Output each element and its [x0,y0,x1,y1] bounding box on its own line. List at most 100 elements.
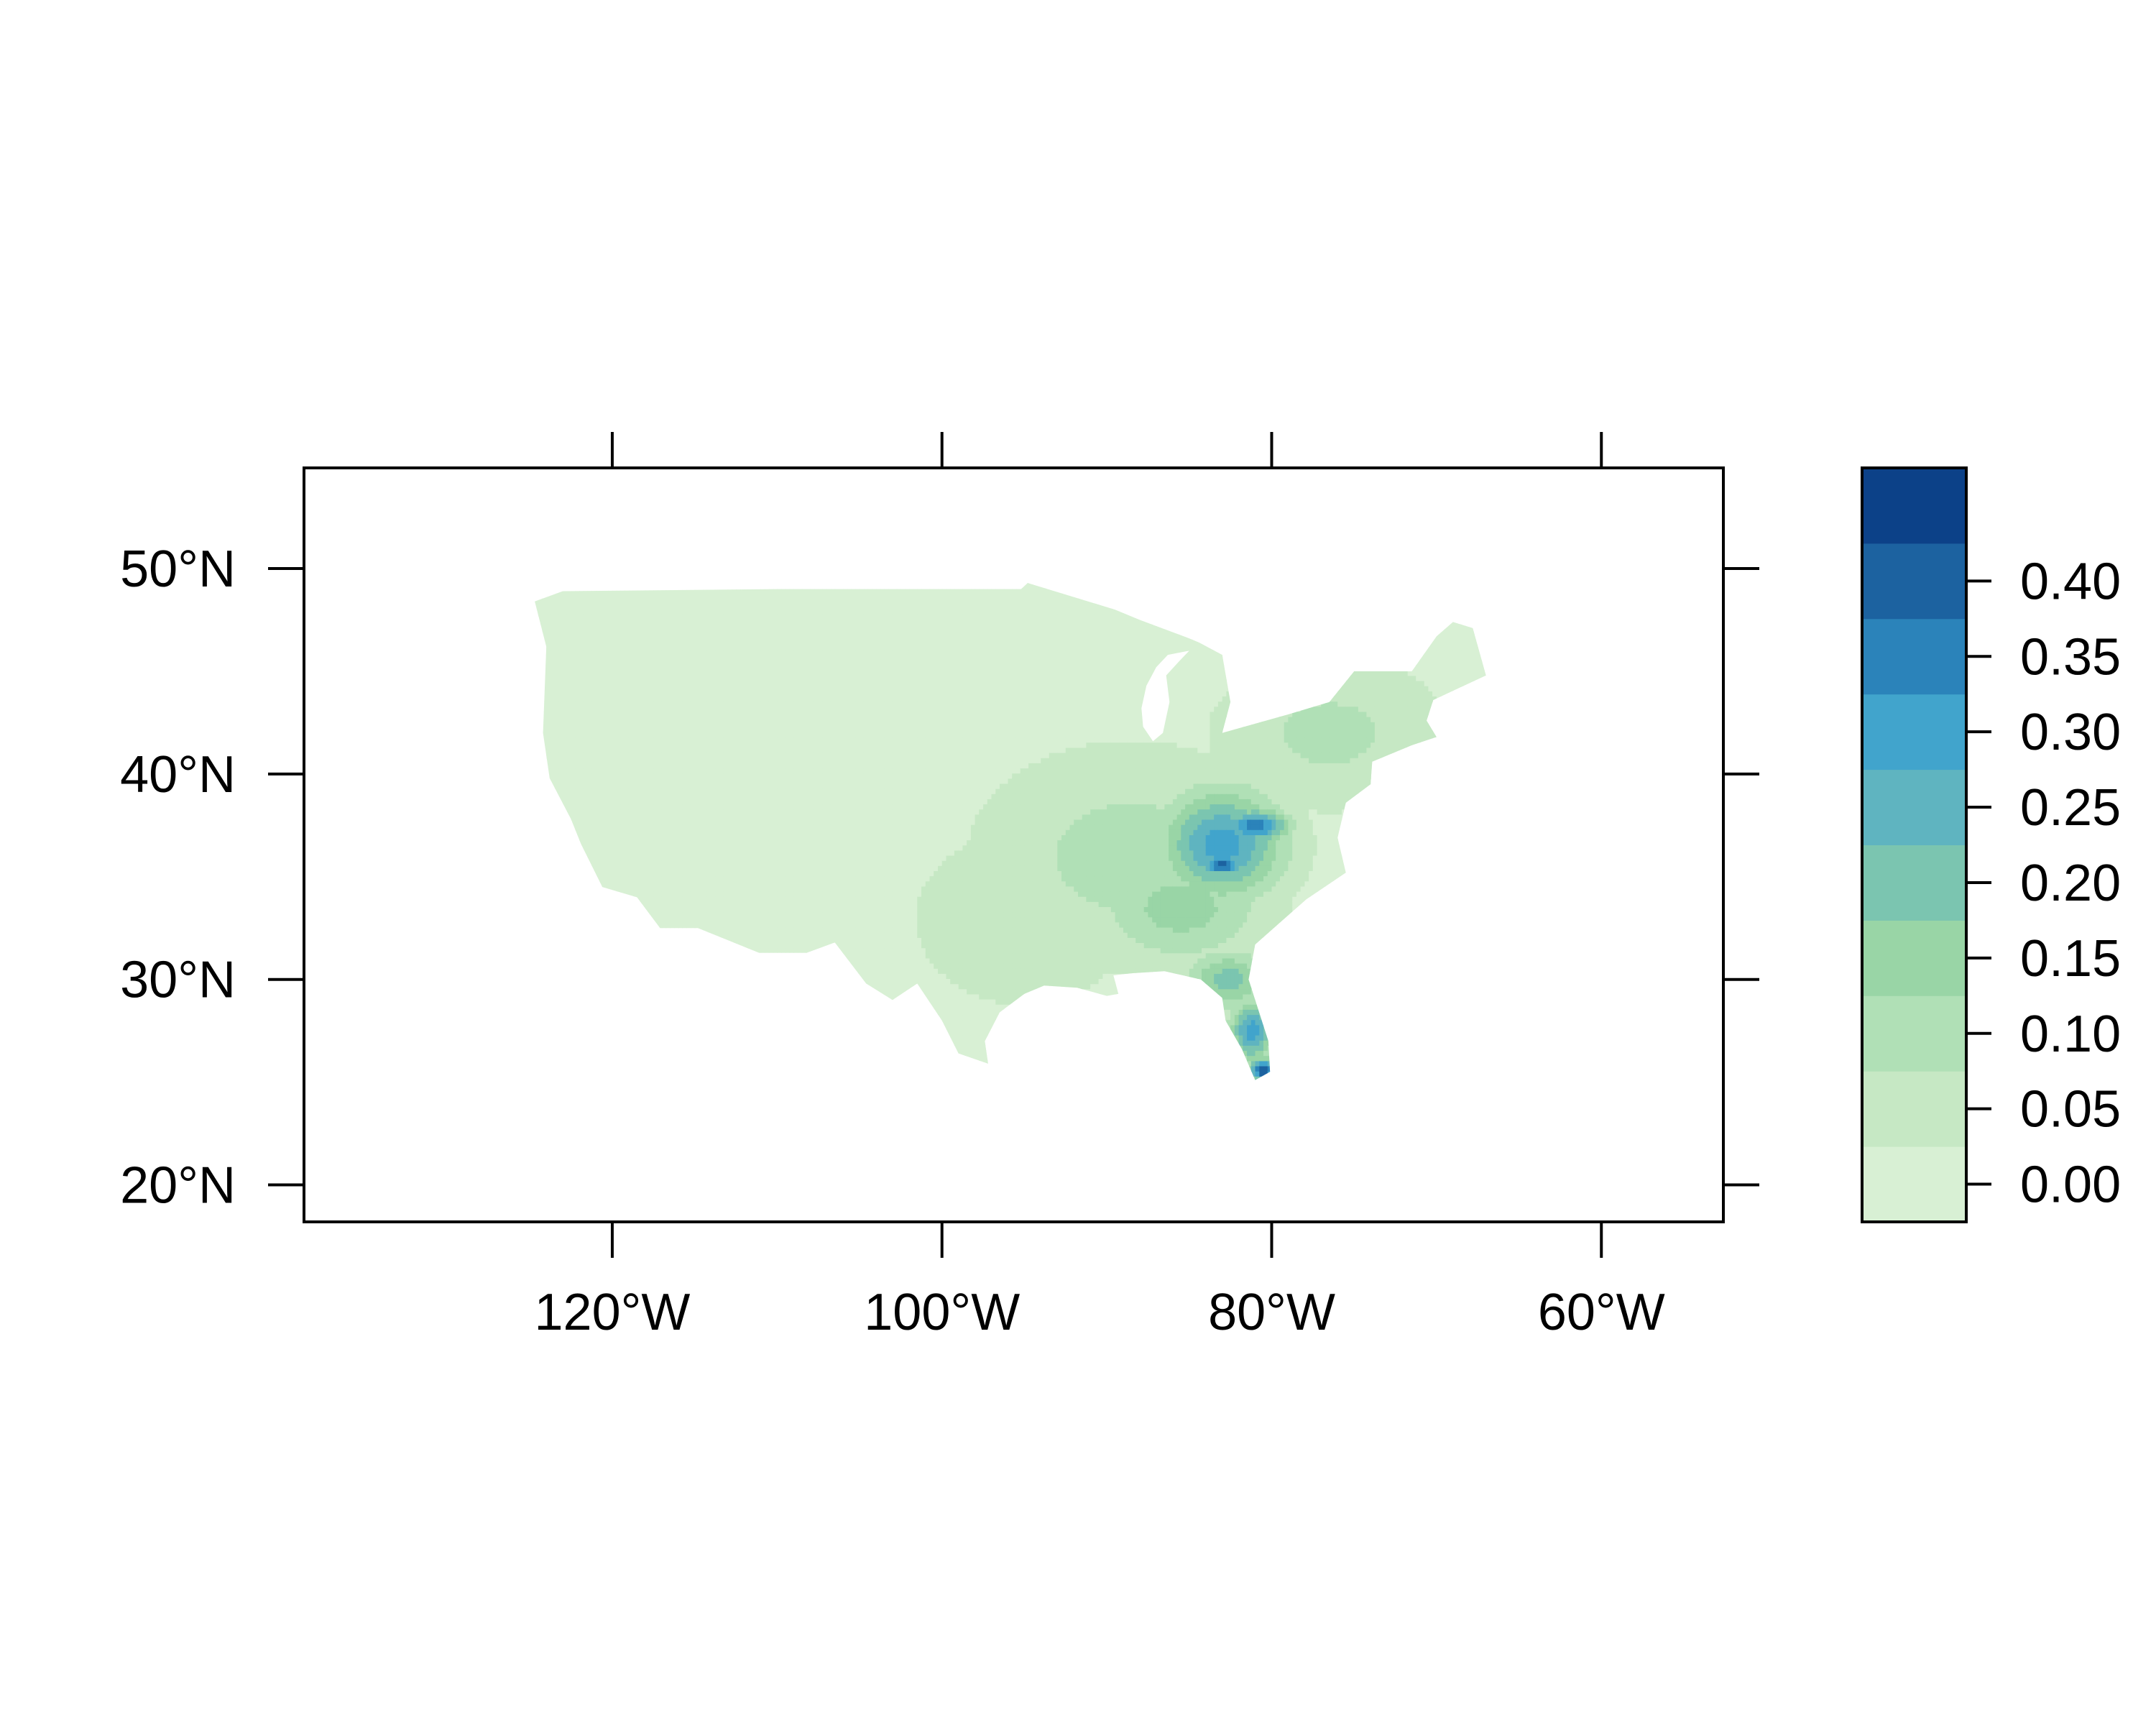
raster-cell [587,660,592,666]
raster-cell [546,691,551,696]
raster-cell [674,865,679,871]
raster-cell [690,639,696,645]
raster-cell [661,624,667,630]
raster-cell [694,706,700,712]
raster-cell [616,655,622,661]
raster-cell [690,773,696,779]
raster-cell [641,875,646,882]
raster-cell [620,639,625,645]
raster-cell [637,675,642,681]
raster-cell [682,855,687,861]
raster-cell [628,860,634,866]
raster-cell [674,870,679,877]
raster-cell [665,732,671,738]
raster-cell [658,608,663,615]
raster-cell [711,814,717,820]
raster-cell [686,768,691,774]
raster-cell [558,675,563,681]
raster-cell [723,834,729,841]
raster-cell [706,639,712,645]
raster-cell [661,916,667,923]
raster-cell [566,799,572,805]
raster-cell [599,680,605,686]
raster-cell [649,675,655,681]
raster-cell [661,891,667,897]
raster-cell [645,875,650,882]
raster-cell [719,778,724,784]
raster-cell [727,763,732,769]
raster-cell [649,737,655,743]
raster-cell [703,665,708,671]
raster-cell [628,588,634,594]
raster-cell [706,701,712,707]
raster-cell [596,747,601,753]
raster-cell [678,686,683,691]
raster-cell [542,722,547,727]
raster-cell [727,794,732,799]
raster-cell [558,758,563,763]
raster-cell [608,768,613,774]
raster-cell [583,747,589,753]
raster-cell [649,670,655,676]
raster-cell [632,768,638,774]
raster-cell [628,788,634,794]
raster-cell [699,732,704,738]
raster-cell [678,773,683,779]
raster-cell [653,788,658,794]
raster-cell [625,665,630,671]
raster-cell [637,875,642,882]
raster-cell [637,742,642,748]
raster-cell [641,665,646,671]
raster-cell [596,639,601,645]
raster-cell [665,880,671,887]
raster-cell [682,711,687,717]
raster-cell [706,722,712,727]
raster-cell [608,660,613,666]
raster-cell [583,850,589,856]
raster-cell [703,891,708,897]
raster-cell [599,732,605,738]
raster-cell [575,727,580,732]
raster-cell [571,691,576,696]
raster-cell [587,794,592,799]
raster-cell [641,783,646,789]
raster-cell [599,650,605,656]
raster-cell [616,773,622,779]
raster-cell [665,747,671,753]
raster-cell [686,829,691,835]
raster-cell [690,804,696,810]
raster-cell [658,891,663,897]
raster-cell [599,727,605,732]
raster-cell [703,603,708,610]
raster-cell [649,680,655,686]
raster-cell [625,608,630,615]
raster-cell [599,608,605,615]
raster-cell [706,603,712,610]
raster-cell [641,758,646,763]
raster-cell [706,886,712,892]
raster-cell [723,650,729,656]
raster-cell [706,711,712,717]
raster-cell [665,722,671,727]
raster-cell [550,763,556,769]
raster-cell [596,870,601,877]
raster-cell [616,727,622,732]
raster-cell [653,911,658,918]
raster-cell [665,701,671,707]
raster-cell [719,916,724,923]
raster-cell [682,588,687,594]
raster-cell [599,593,605,599]
raster-cell [637,716,642,722]
raster-cell [686,840,691,846]
raster-cell [711,875,717,882]
raster-cell [727,727,732,732]
raster-cell [658,727,663,732]
raster-cell [608,747,613,753]
raster-cell [706,880,712,887]
raster-cell [690,763,696,769]
raster-cell [550,768,556,774]
raster-cell [587,773,592,779]
raster-cell [661,824,667,830]
raster-cell [566,773,572,779]
raster-cell [571,788,576,794]
